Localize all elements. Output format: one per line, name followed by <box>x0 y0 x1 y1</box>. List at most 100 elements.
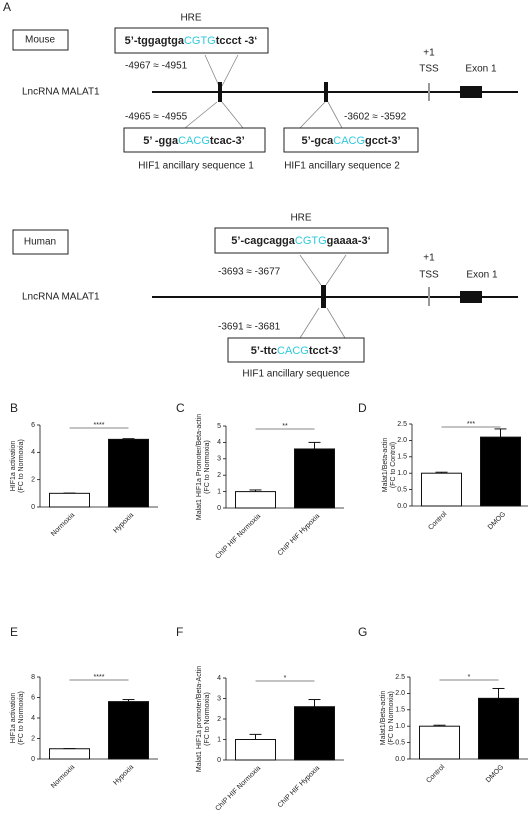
species-box <box>12 229 69 255</box>
seq-part: tcac-3’ <box>210 135 245 147</box>
x-tick-label: Hypoxia <box>112 764 135 787</box>
position: -4965 ≈ -4955 <box>125 112 188 123</box>
y-tick-label: 4 <box>31 715 35 722</box>
seq-part: 5’-gca <box>301 135 334 147</box>
panel-label: E <box>10 625 18 639</box>
y-tick-label: 0.0 <box>395 756 405 763</box>
seq-part: 5’-ttc <box>251 345 277 357</box>
hre-title: HRE <box>290 213 311 224</box>
error-bar <box>122 438 135 440</box>
y-tick-label: 0 <box>31 504 35 511</box>
error-bar <box>433 724 446 727</box>
x-tick-label: ChIP HIF Normoxia <box>214 765 262 813</box>
tss-num: +1 <box>423 48 435 59</box>
y-tick-label: 3 <box>217 456 221 463</box>
sequence: 5’-tggagtgaCGTGtccct -3‘ <box>125 35 258 47</box>
seq-part: tccct -3‘ <box>216 35 258 47</box>
bar-chart: Malat1 HIF1a Promoter/Beta-actin (FC to N… <box>196 414 344 561</box>
y-tick-label: 0 <box>31 756 35 763</box>
bar <box>419 725 460 760</box>
y-axis-label: (FC to Control) <box>390 442 397 488</box>
seq-part: 5’-cagcagga <box>231 235 295 247</box>
connector <box>299 101 326 129</box>
y-tick-label: 1.0 <box>395 723 405 730</box>
connector <box>221 101 244 129</box>
x-tick-label: DMOG <box>487 511 507 531</box>
connector <box>299 307 320 339</box>
error-bar <box>494 428 507 438</box>
significance: ** <box>282 423 288 430</box>
tss: TSS <box>419 64 439 75</box>
site-marker <box>321 285 326 308</box>
sequence: 5’-cagcaggaCGTGgaaaa-3‘ <box>231 235 370 247</box>
connector <box>221 54 239 87</box>
connector <box>325 254 347 286</box>
bar-chart: Malat1 HIF1a promoter/Beta-Actin (FC to N… <box>196 666 344 813</box>
y-tick-label: 0.5 <box>397 486 407 493</box>
x-tick-label: Hypoxia <box>112 512 135 535</box>
y-axis-label: (FC to Normoxia) <box>204 440 211 494</box>
y-tick-label: 2.5 <box>397 421 407 428</box>
panel-label: F <box>176 625 183 639</box>
y-axis-label: (FC to Normoxia) <box>388 691 395 745</box>
seq-part: gaaaa-3‘ <box>327 235 371 247</box>
error-bar <box>492 687 505 699</box>
y-tick-label: 6 <box>31 422 35 429</box>
bar <box>108 701 149 760</box>
error-bar <box>308 699 321 707</box>
seq-core: CGTG <box>184 35 216 47</box>
connector <box>204 54 220 87</box>
y-axis-label: Malat1/Beta-actin <box>380 691 387 746</box>
y-tick-label: 4 <box>217 439 221 446</box>
seq-core: CACG <box>178 135 210 147</box>
bar <box>294 448 335 509</box>
y-tick-label: 0 <box>217 757 221 764</box>
x-tick-label: DMOG <box>485 764 505 784</box>
x-tick-label: Normoxia <box>50 764 76 790</box>
exon-box <box>460 86 482 98</box>
y-tick-label: 2 <box>31 735 35 742</box>
sequence: 5’-ttcCACGtcct-3’ <box>251 345 341 357</box>
significance: **** <box>94 422 105 429</box>
tss: TSS <box>419 270 439 281</box>
y-tick-label: 2 <box>217 472 221 479</box>
seq-name: HIF1 ancillary sequence 1 <box>138 161 254 172</box>
bar-chart: HIF1a activation (FC to Normoxia) 0 2 4 6 8 Nor… <box>10 674 158 790</box>
y-tick-label: 1.5 <box>395 707 405 714</box>
panel-label: C <box>176 401 185 415</box>
y-tick-label: 0.5 <box>395 739 405 746</box>
bar <box>235 491 276 509</box>
position: -3602 ≈ -3592 <box>344 112 407 123</box>
tss-num: +1 <box>423 253 435 264</box>
y-axis-label: (FC to Normoxia) <box>204 692 211 746</box>
bar <box>480 436 521 507</box>
exon-box <box>460 291 482 303</box>
error-bar <box>122 699 135 702</box>
connector <box>184 101 218 129</box>
sequence: 5’-gcaCACGgcct-3’ <box>301 135 400 147</box>
significance: * <box>468 674 471 681</box>
hre-box <box>114 27 269 54</box>
significance: **** <box>94 674 105 681</box>
position: -3691 ≈ -3681 <box>218 322 281 333</box>
seq-part: 5’ -gga <box>143 135 179 147</box>
seq-name: HIF1 ancillary sequence <box>242 369 350 380</box>
connector <box>326 307 346 339</box>
bar <box>108 438 149 508</box>
gene-label: LncRNA MALAT1 <box>22 87 100 98</box>
seq-part: gcct-3’ <box>365 135 400 147</box>
y-axis-label: Malat1/Beta-actin <box>382 438 389 493</box>
y-axis-label: Malat1 HIF1a promoter/Beta-Actin <box>196 666 203 772</box>
panel-label: B <box>10 401 18 415</box>
bar <box>421 472 462 507</box>
y-tick-label: 4 <box>217 675 221 682</box>
sequence: 5’ -ggaCACGtcac-3’ <box>143 135 244 147</box>
y-tick-label: 1 <box>217 736 221 743</box>
bar-chart: Malat1/Beta-actin (FC to Control) 0.0 0.5 1.… <box>382 421 528 532</box>
y-axis-label: (FC to Normoxia) <box>18 439 25 493</box>
y-tick-label: 1.5 <box>397 454 407 461</box>
seq-core: CACG <box>277 345 309 357</box>
hre-box <box>214 227 389 254</box>
x-tick-label: ChIP HIF Hypoxia <box>277 765 322 810</box>
exon: Exon 1 <box>465 64 497 75</box>
